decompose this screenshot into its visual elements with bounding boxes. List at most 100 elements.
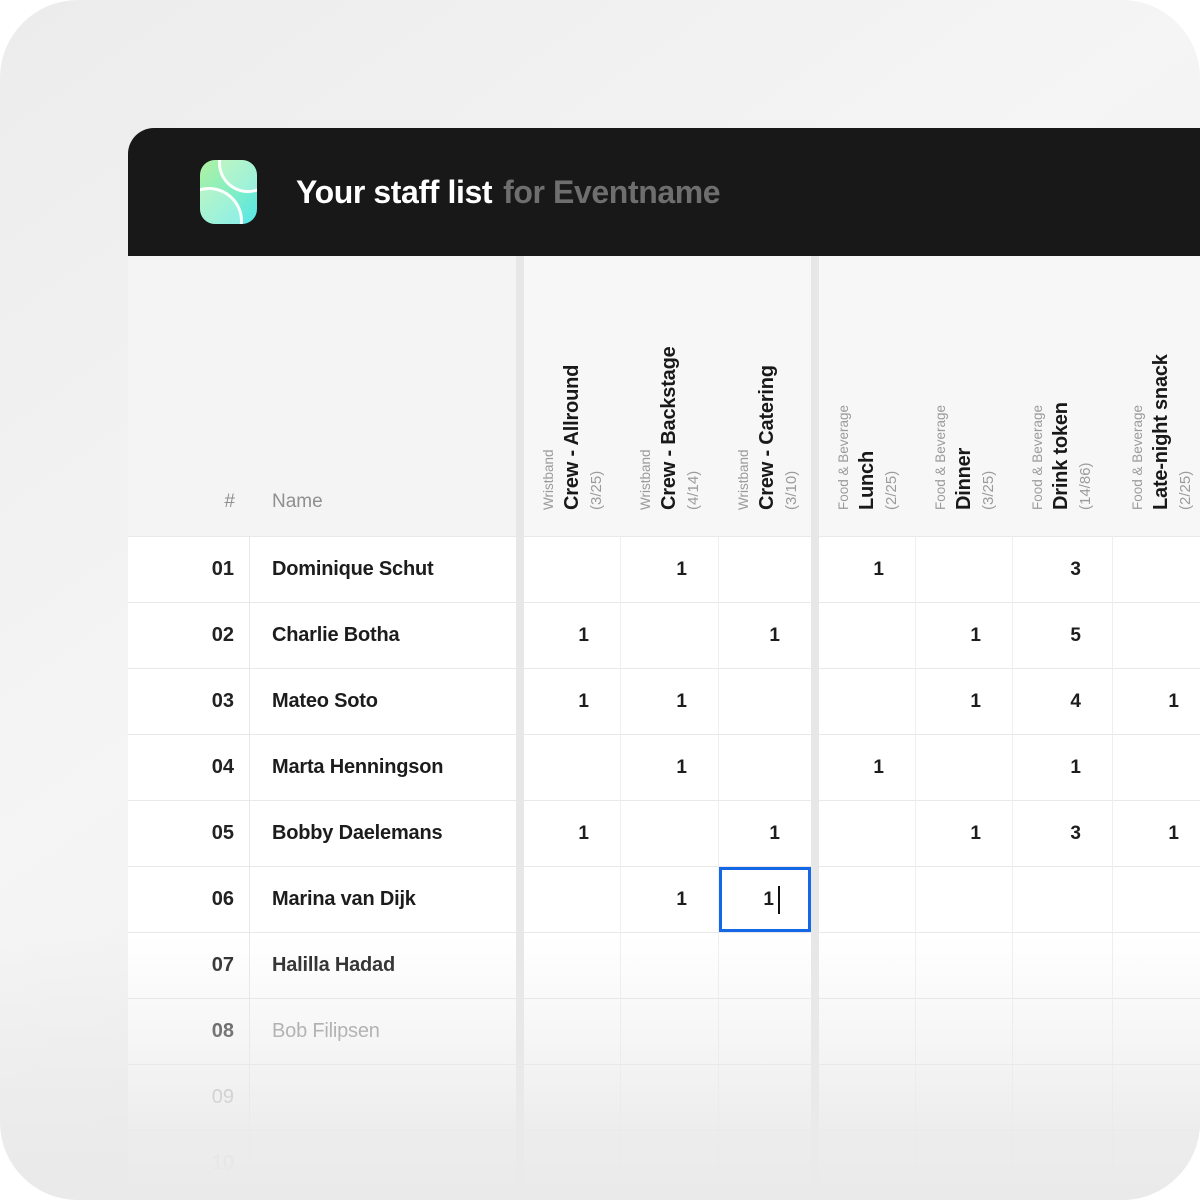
cell-value[interactable] [524,866,621,932]
row-number: 04 [128,734,250,800]
cell-value[interactable]: 1 [916,800,1013,866]
cell-value[interactable]: 1 [916,602,1013,668]
staff-name[interactable] [250,1064,516,1130]
column-group-label: Wristband [735,449,751,510]
row-number: 08 [128,998,250,1064]
cell-value[interactable] [916,536,1013,602]
column-group-divider [811,866,819,932]
cell-value[interactable] [621,998,719,1064]
cell-value[interactable]: 3 [1013,800,1113,866]
cell-value[interactable] [524,734,621,800]
rotated-column-label: Food & Beverage Late-night snack (2/25) [1113,256,1200,528]
cell-value[interactable] [1013,866,1113,932]
cell-value[interactable]: 1 [819,536,916,602]
cell-value[interactable]: 4 [1013,668,1113,734]
cell-value[interactable] [819,1064,916,1130]
cell-value[interactable]: 1 [524,800,621,866]
cell-value[interactable] [819,866,916,932]
staff-name[interactable]: Mateo Soto [250,668,516,734]
cell-value[interactable]: 5 [1013,602,1113,668]
column-group-divider [811,998,819,1064]
cell-value[interactable] [524,1130,621,1196]
cell-value[interactable]: 1 [1113,668,1200,734]
staff-name[interactable]: Charlie Botha [250,602,516,668]
cell-value[interactable]: 1 [819,734,916,800]
cell-value[interactable] [916,734,1013,800]
cell-value[interactable] [621,800,719,866]
cell-value[interactable] [719,1064,811,1130]
cell-value[interactable] [1013,1130,1113,1196]
column-group-label: Food & Beverage [835,404,851,510]
cell-value[interactable] [719,536,811,602]
staff-name[interactable] [250,1130,516,1196]
cell-value[interactable] [819,998,916,1064]
app-logo-icon [200,160,257,224]
cell-value[interactable] [916,998,1013,1064]
cell-value[interactable]: 1 [621,734,719,800]
cell-value[interactable] [1013,932,1113,998]
cell-value[interactable] [524,932,621,998]
row-number: 01 [128,536,250,602]
focused-cell-input[interactable]: 1 [719,866,811,932]
staff-name[interactable]: Dominique Schut [250,536,516,602]
column-group-label: Wristband [540,449,556,510]
logo-circle-top-right [218,160,257,193]
staff-table: # Name Wristband Crew - Allround (3/25) Wrist… [128,256,1200,1196]
cell-value[interactable] [1113,866,1200,932]
cell-value[interactable] [621,602,719,668]
cell-value[interactable] [1113,1064,1200,1130]
cell-value[interactable] [719,932,811,998]
cell-value[interactable] [1113,932,1200,998]
cell-value[interactable] [1113,536,1200,602]
cell-value[interactable] [719,668,811,734]
cell-value[interactable]: 1 [524,602,621,668]
cell-value[interactable] [621,1130,719,1196]
cell-value[interactable] [621,932,719,998]
cell-value[interactable] [1113,998,1200,1064]
cell-value[interactable] [819,800,916,866]
cell-value[interactable] [1013,1064,1113,1130]
cell-value[interactable] [524,536,621,602]
cell-value[interactable]: 1 [621,536,719,602]
cell-value[interactable] [524,998,621,1064]
cell-value[interactable]: 1 [1113,800,1200,866]
cell-value[interactable] [524,1064,621,1130]
cell-value[interactable] [719,734,811,800]
column-group-label: Food & Beverage [1129,404,1145,510]
cell-value[interactable]: 1 [916,668,1013,734]
staff-name[interactable]: Halilla Hadad [250,932,516,998]
column-group-label: Food & Beverage [932,404,948,510]
cell-value[interactable] [621,1064,719,1130]
cell-value[interactable] [1113,734,1200,800]
staff-name[interactable]: Bobby Daelemans [250,800,516,866]
cell-value[interactable] [819,668,916,734]
cell-value[interactable] [916,1130,1013,1196]
cell-value[interactable] [916,932,1013,998]
cell-value[interactable]: 3 [1013,536,1113,602]
cell-value[interactable] [719,998,811,1064]
cell-value[interactable] [819,1130,916,1196]
cell-value[interactable] [819,602,916,668]
cell-value[interactable]: 1 [621,866,719,932]
cell-value[interactable]: 1 [719,602,811,668]
cell-value[interactable] [916,1064,1013,1130]
staff-name[interactable]: Bob Filipsen [250,998,516,1064]
cell-value[interactable]: 1 [621,668,719,734]
staff-name[interactable]: Marta Henningson [250,734,516,800]
staff-card: Your staff list for Eventname # Name Wristb… [128,128,1200,1200]
cell-value[interactable] [1013,998,1113,1064]
column-group-divider [516,800,524,866]
cell-value[interactable] [916,866,1013,932]
column-label: Crew - Allround [560,364,583,510]
cell-value[interactable] [1113,1130,1200,1196]
cell-value[interactable] [1113,602,1200,668]
column-header-crew-catering: Wristband Crew - Catering (3/10) [719,256,811,536]
cell-value[interactable]: 1 [524,668,621,734]
rotated-column-label: Food & Beverage Lunch (2/25) [819,256,916,528]
staff-name[interactable]: Marina van Dijk [250,866,516,932]
cell-value[interactable]: 1 [719,800,811,866]
cell-value[interactable]: 1 [1013,734,1113,800]
cell-value[interactable] [819,932,916,998]
row-number: 06 [128,866,250,932]
cell-value[interactable] [719,1130,811,1196]
